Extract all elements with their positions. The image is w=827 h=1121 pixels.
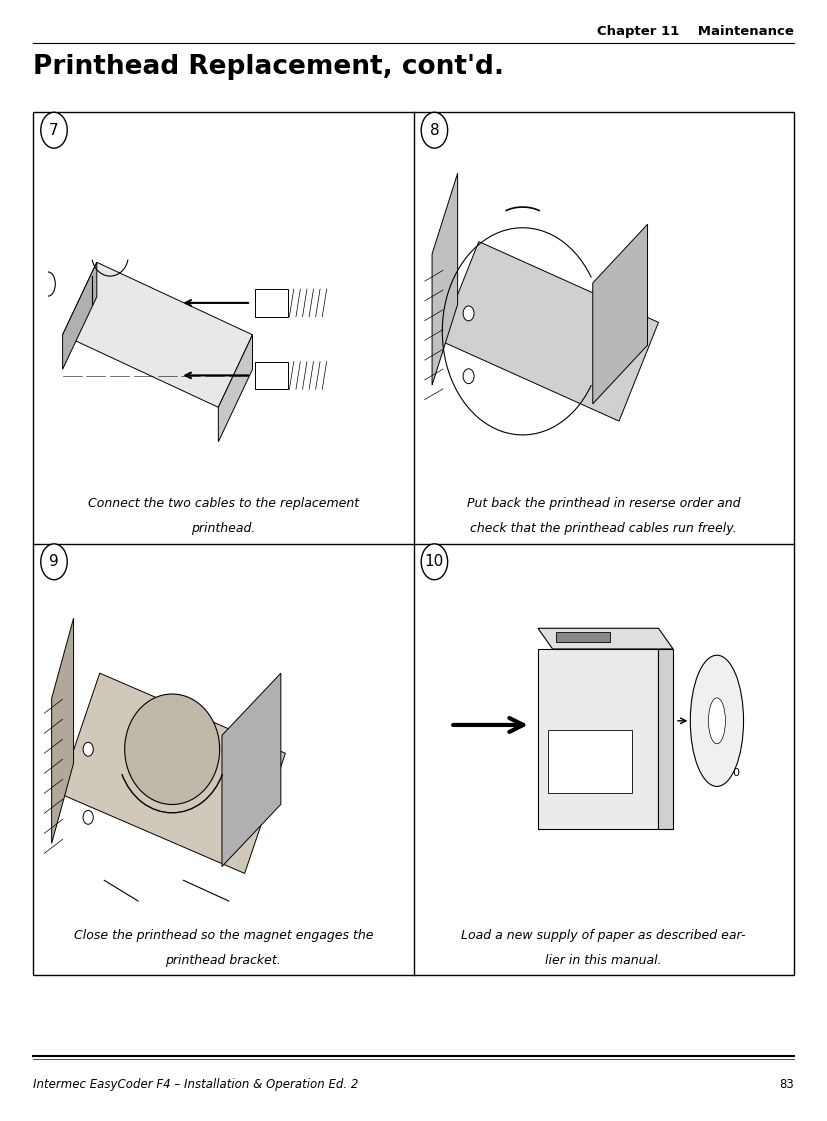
Ellipse shape — [125, 694, 220, 805]
Bar — [547, 730, 632, 793]
Text: 9: 9 — [49, 554, 59, 569]
Circle shape — [41, 112, 67, 148]
Polygon shape — [658, 649, 673, 828]
Text: lier in this manual.: lier in this manual. — [545, 954, 662, 966]
Polygon shape — [218, 335, 252, 442]
Polygon shape — [593, 224, 648, 404]
Polygon shape — [432, 174, 457, 386]
Polygon shape — [222, 673, 281, 867]
Bar — [33, 112, 794, 975]
Circle shape — [421, 544, 447, 580]
Circle shape — [83, 742, 93, 757]
Bar — [538, 649, 658, 828]
Text: Put back the printhead in reserse order and: Put back the printhead in reserse order … — [467, 498, 740, 510]
Polygon shape — [63, 262, 252, 407]
Text: Load a new supply of paper as described ear-: Load a new supply of paper as described … — [461, 929, 746, 942]
Text: 7: 7 — [49, 122, 59, 138]
Circle shape — [83, 810, 93, 824]
Polygon shape — [51, 619, 74, 843]
Text: 8: 8 — [429, 122, 439, 138]
Text: printhead.: printhead. — [191, 522, 256, 535]
Text: Printhead Replacement, cont'd.: Printhead Replacement, cont'd. — [33, 54, 504, 80]
Circle shape — [463, 369, 474, 383]
Circle shape — [421, 112, 447, 148]
Text: printhead bracket.: printhead bracket. — [165, 954, 281, 966]
Text: 83: 83 — [779, 1078, 794, 1092]
Text: Chapter 11    Maintenance: Chapter 11 Maintenance — [597, 25, 794, 38]
Circle shape — [41, 544, 67, 580]
Polygon shape — [59, 673, 285, 873]
Bar — [556, 632, 610, 642]
Text: 10: 10 — [425, 554, 444, 569]
Text: Close the printhead so the magnet engages the: Close the printhead so the magnet engage… — [74, 929, 373, 942]
Bar — [255, 289, 288, 317]
Text: Intermec EasyCoder F4 – Installation & Operation Ed. 2: Intermec EasyCoder F4 – Installation & O… — [33, 1078, 358, 1092]
Polygon shape — [538, 628, 673, 649]
Ellipse shape — [709, 698, 725, 743]
Text: check that the printhead cables run freely.: check that the printhead cables run free… — [471, 522, 737, 535]
Polygon shape — [439, 242, 658, 421]
Ellipse shape — [691, 655, 743, 787]
Polygon shape — [63, 262, 97, 369]
Bar — [255, 362, 288, 389]
Circle shape — [463, 306, 474, 321]
Text: 0: 0 — [732, 768, 739, 778]
Text: Connect the two cables to the replacement: Connect the two cables to the replacemen… — [88, 498, 359, 510]
